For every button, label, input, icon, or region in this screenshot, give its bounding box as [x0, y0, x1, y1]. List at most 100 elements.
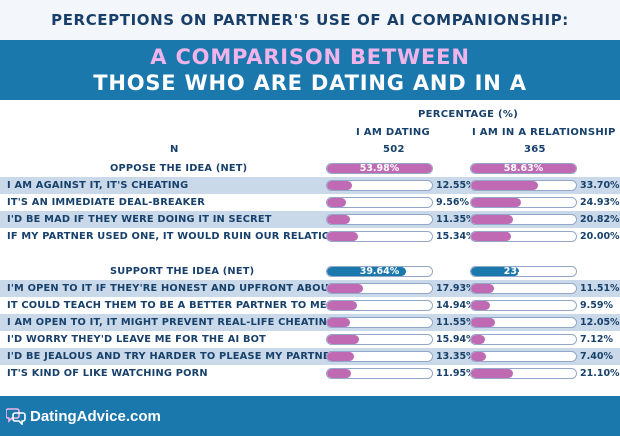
data-label: 11.55% — [436, 317, 476, 328]
data-label: 11.95% — [436, 368, 476, 379]
data-label: 20.00% — [580, 231, 620, 242]
row-label: IF MY PARTNER USED ONE, IT WOULD RUIN OU… — [7, 231, 366, 242]
data-label: 9.56% — [436, 197, 469, 208]
bar — [327, 284, 363, 293]
table-row: IT'S KIND OF LIKE WATCHING PORN 11.95% 21.… — [0, 365, 620, 382]
bar — [471, 215, 513, 224]
bar — [471, 198, 521, 207]
n-label: N — [170, 144, 179, 155]
bar — [471, 318, 496, 327]
data-label: 23.84% — [503, 266, 544, 277]
section-label: SUPPORT THE IDEA (NET) — [110, 266, 255, 277]
bar — [471, 301, 491, 310]
data-label: 7.40% — [580, 351, 613, 362]
bar — [327, 215, 350, 224]
bar-track — [326, 231, 433, 242]
bar — [327, 352, 354, 361]
data-label: 11.51% — [580, 283, 620, 294]
bar — [471, 335, 486, 344]
data-label: 24.93% — [580, 197, 620, 208]
bar — [471, 267, 519, 276]
row-label: I AM AGAINST IT, IT'S CHEATING — [7, 180, 189, 191]
data-label: 13.35% — [436, 351, 476, 362]
table-row: IF MY PARTNER USED ONE, IT WOULD RUIN OU… — [0, 228, 620, 245]
bar-track — [326, 300, 433, 311]
data-label: 14.94% — [436, 300, 476, 311]
data-label: 9.59% — [580, 300, 613, 311]
row-label: I'D WORRY THEY'D LEAVE ME FOR THE AI BOT — [7, 334, 267, 345]
bar — [327, 164, 432, 173]
bar — [471, 164, 576, 173]
chart-title: PERCEPTIONS ON PARTNER'S USE OF AI COMPA… — [0, 0, 620, 40]
table-row: I'D BE JEALOUS AND TRY HARDER TO PLEASE … — [0, 348, 620, 365]
title-banner: A COMPARISON BETWEEN THOSE WHO ARE DATIN… — [0, 40, 620, 121]
data-label: 53.98% — [359, 163, 400, 174]
bar-track — [326, 283, 433, 294]
data-label: 15.34% — [436, 231, 476, 242]
row-label: I AM OPEN TO IT, IT MIGHT PREVENT REAL-L… — [7, 317, 336, 328]
row-label: I'D BE JEALOUS AND TRY HARDER TO PLEASE … — [7, 351, 338, 362]
bar-track — [470, 180, 577, 191]
row-label: I'M OPEN TO IT IF THEY'RE HONEST AND UPF… — [7, 283, 351, 294]
table-row: I AM OPEN TO IT, IT MIGHT PREVENT REAL-L… — [0, 314, 620, 331]
table-row: I'D BE MAD IF THEY WERE DOING IT IN SECR… — [0, 211, 620, 228]
row-label: IT'S KIND OF LIKE WATCHING PORN — [7, 368, 208, 379]
table-row: IT'S AN IMMEDIATE DEAL-BREAKER 9.56% 24.93… — [0, 194, 620, 211]
bar — [327, 232, 358, 241]
table-row: I'M OPEN TO IT IF THEY'RE HONEST AND UPF… — [0, 280, 620, 297]
data-label: 12.55% — [436, 180, 476, 191]
bar — [471, 352, 486, 361]
table-row: I'D WORRY THEY'D LEAVE ME FOR THE AI BOT… — [0, 331, 620, 348]
bar-track — [326, 368, 433, 379]
footer: DatingAdvice.com — [0, 396, 620, 436]
bar-track — [326, 180, 433, 191]
survey-table: PERCENTAGE (%) I AM DATING I AM IN A REL… — [0, 100, 620, 395]
bar — [327, 335, 359, 344]
bar-track — [470, 317, 577, 328]
bar-track — [326, 351, 433, 362]
section-label: OPPOSE THE IDEA (NET) — [110, 163, 248, 174]
bar-track — [470, 283, 577, 294]
bar-track — [470, 163, 577, 174]
bar-track — [470, 197, 577, 208]
bar-track — [470, 300, 577, 311]
data-label: 15.94% — [436, 334, 476, 345]
banner-subtitle-line1: A COMPARISON BETWEEN — [150, 45, 470, 69]
row-label: IT COULD TEACH THEM TO BE A BETTER PARTN… — [7, 300, 327, 311]
bar-track — [326, 317, 433, 328]
bar-track — [326, 197, 433, 208]
data-label: 58.63% — [503, 163, 544, 174]
bar — [327, 301, 357, 310]
percentage-header: PERCENTAGE (%) — [418, 109, 519, 120]
n-value-relationship: 365 — [524, 144, 546, 155]
data-label: 17.93% — [436, 283, 476, 294]
bar-track — [470, 231, 577, 242]
data-label: 7.12% — [580, 334, 613, 345]
bar — [471, 284, 495, 293]
bar-track — [326, 266, 433, 277]
row-label: I'D BE MAD IF THEY WERE DOING IT IN SECR… — [7, 214, 272, 225]
bar — [327, 267, 407, 276]
section-row: OPPOSE THE IDEA (NET) 53.98% 58.63% — [0, 160, 620, 177]
column-header-dating: I AM DATING — [356, 127, 431, 138]
column-header-relationship: I AM IN A RELATIONSHIP — [472, 127, 616, 138]
bar — [327, 181, 353, 190]
chat-bubbles-logo-icon — [6, 408, 26, 425]
n-value-dating: 502 — [383, 144, 405, 155]
bar-track — [470, 266, 577, 277]
data-label: 39.64% — [359, 266, 400, 277]
section-row: SUPPORT THE IDEA (NET) 39.64% 23.84% — [0, 263, 620, 280]
table-row: I AM AGAINST IT, IT'S CHEATING 12.55% 33.7… — [0, 177, 620, 194]
data-label: 21.10% — [580, 368, 620, 379]
data-label: 33.70% — [580, 180, 620, 191]
bar — [327, 318, 351, 327]
bar-track — [470, 351, 577, 362]
bar — [471, 369, 514, 378]
bar-track — [326, 214, 433, 225]
bar-track — [326, 163, 433, 174]
bar — [471, 232, 511, 241]
bar — [327, 369, 351, 378]
table-row: IT COULD TEACH THEM TO BE A BETTER PARTN… — [0, 297, 620, 314]
bar-track — [470, 368, 577, 379]
bar-track — [326, 334, 433, 345]
